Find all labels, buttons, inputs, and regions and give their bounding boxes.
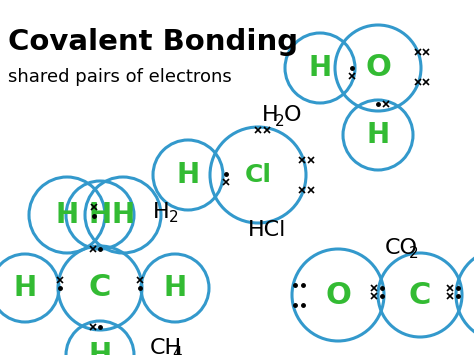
Text: shared pairs of electrons: shared pairs of electrons (8, 68, 232, 86)
Text: O: O (284, 105, 301, 125)
Text: H: H (262, 105, 279, 125)
Text: HCl: HCl (248, 220, 286, 240)
Text: Covalent Bonding: Covalent Bonding (8, 28, 298, 56)
Text: O: O (365, 54, 391, 82)
Text: Cl: Cl (245, 163, 272, 187)
Text: H: H (89, 201, 111, 229)
Text: CO: CO (385, 238, 418, 258)
Text: O: O (325, 280, 351, 310)
Text: H: H (309, 54, 331, 82)
Text: 4: 4 (172, 346, 182, 355)
Text: CH: CH (150, 338, 182, 355)
Text: H: H (366, 121, 390, 149)
Text: H: H (153, 202, 170, 222)
Text: H: H (176, 161, 200, 189)
Text: H: H (164, 274, 187, 302)
Text: C: C (409, 280, 431, 310)
Text: H: H (111, 201, 135, 229)
Text: 2: 2 (275, 114, 284, 129)
Text: H: H (89, 341, 111, 355)
Text: 2: 2 (169, 211, 179, 225)
Text: H: H (55, 201, 79, 229)
Text: 2: 2 (409, 246, 419, 262)
Text: H: H (13, 274, 36, 302)
Text: C: C (89, 273, 111, 302)
